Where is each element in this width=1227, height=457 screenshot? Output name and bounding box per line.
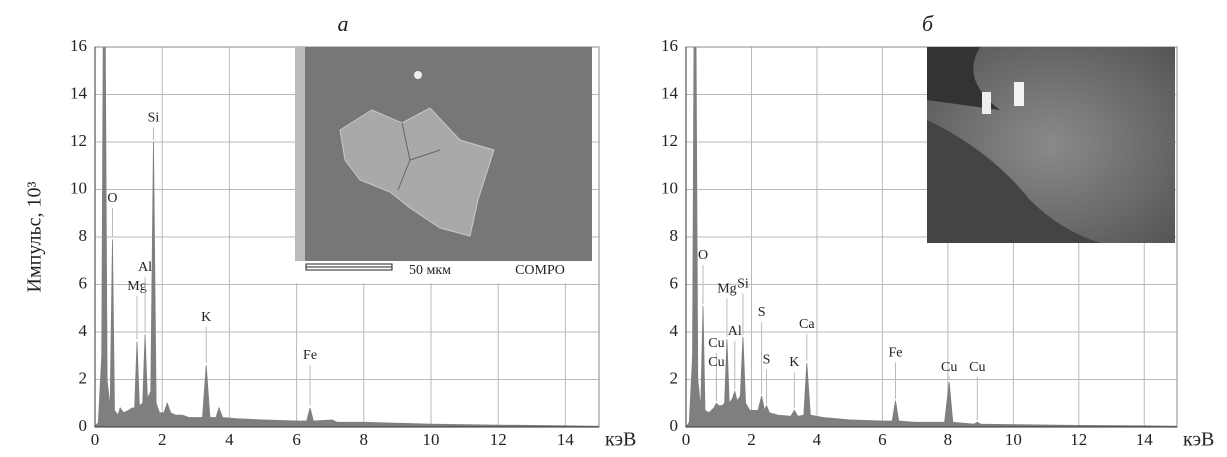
peak-label: Cu — [969, 360, 985, 375]
inset-image-a — [295, 47, 592, 283]
peak-label: Mg — [127, 279, 146, 294]
y-tick-label: 6 — [79, 273, 88, 292]
y-tick-label: 4 — [79, 321, 88, 340]
y-tick-label: 2 — [670, 368, 679, 387]
x-tick-label: 8 — [944, 430, 953, 449]
y-tick-label: 10 — [70, 178, 87, 197]
y-tick-label: 4 — [670, 321, 679, 340]
peak-label: Cu — [941, 360, 957, 375]
x-tick-label: 10 — [1005, 430, 1022, 449]
chart-title: б — [922, 11, 934, 36]
x-tick-label: 0 — [91, 430, 100, 449]
figure: 0 2 4 6 8 10 12 14 16 0 2 4 6 8 10 12 14 O Mg Al Si K Fe а кэВ Им… — [0, 0, 1227, 457]
x-tick-label: 0 — [682, 430, 691, 449]
peak-label: S — [758, 305, 766, 320]
inset-label: COMPO — [515, 263, 565, 278]
y-tick-label: 8 — [79, 226, 88, 245]
x-tick-label: 4 — [813, 430, 822, 449]
y-tick-label: 8 — [670, 226, 679, 245]
x-tick-label: 6 — [292, 430, 301, 449]
peak-label: Fe — [888, 346, 902, 361]
peak-label: Cu — [708, 355, 724, 370]
peak-label: O — [698, 248, 708, 263]
inset-image-b — [927, 47, 1175, 243]
y-axis-label: Импульс, 10³ — [24, 182, 46, 293]
y-tick-label: 0 — [79, 416, 88, 435]
peak-label: K — [201, 310, 211, 325]
x-tick-label: 2 — [158, 430, 167, 449]
x-axis-label: кэВ — [605, 429, 636, 451]
y-tick-label: 10 — [661, 178, 678, 197]
peak-label: Al — [728, 324, 742, 339]
x-tick-label: 12 — [1070, 430, 1087, 449]
peak-label: Cu — [708, 336, 724, 351]
peak-label: O — [107, 191, 117, 206]
x-tick-label: 4 — [225, 430, 234, 449]
y-tick-label: 14 — [70, 83, 88, 102]
y-tick-label: 12 — [661, 131, 678, 150]
y-tick-label: 2 — [79, 368, 88, 387]
inset-label: 50 мкм — [409, 263, 451, 278]
x-tick-label: 14 — [557, 430, 575, 449]
y-tick-label: 16 — [70, 36, 87, 55]
peak-label: Fe — [303, 348, 317, 363]
y-tick-label: 16 — [661, 36, 678, 55]
x-tick-label: 8 — [360, 430, 369, 449]
x-axis-label: кэВ — [1183, 429, 1214, 451]
x-tick-label: 6 — [878, 430, 887, 449]
peak-label: Mg — [717, 281, 736, 296]
x-tick-label: 2 — [747, 430, 756, 449]
peak-label: Al — [138, 260, 152, 275]
x-tick-label: 10 — [423, 430, 440, 449]
peak-label: Si — [737, 277, 749, 292]
peak-label: K — [789, 355, 799, 370]
y-tick-label: 12 — [70, 131, 87, 150]
y-tick-label: 6 — [670, 273, 679, 292]
chart-title: а — [338, 11, 349, 36]
x-tick-label: 14 — [1136, 430, 1154, 449]
peak-label: Si — [148, 110, 160, 125]
x-tick-label: 12 — [490, 430, 507, 449]
peak-label: Ca — [799, 317, 815, 332]
y-tick-label: 14 — [661, 83, 679, 102]
y-tick-label: 0 — [670, 416, 679, 435]
peak-label: S — [763, 353, 771, 368]
